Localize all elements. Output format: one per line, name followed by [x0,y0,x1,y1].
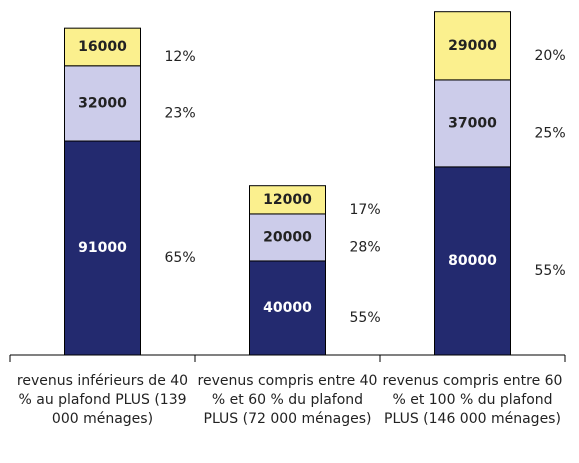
value-label: 37000 [448,115,497,131]
value-label: 20000 [263,229,312,245]
bar-segment [434,11,511,81]
value-label: 12000 [263,192,312,208]
bar-segment [434,166,511,356]
share-label: 55% [350,310,381,326]
x-tick-label: revenus inférieurs de 40 % au plafond PL… [16,373,189,427]
share-label: 17% [350,202,381,218]
value-label: 40000 [263,300,312,316]
bar-segment [64,140,141,356]
share-label: 65% [165,250,196,266]
value-label: 32000 [78,95,127,111]
share-label: 25% [535,125,566,141]
bar-segment [249,260,326,356]
bar-segment [64,65,141,142]
value-label: 80000 [448,253,497,269]
share-label: 55% [535,263,566,279]
bar-segment [249,185,326,215]
share-label: 28% [350,239,381,255]
value-label: 16000 [78,39,127,55]
x-tick-label: revenus compris entre 60 % et 100 % du p… [382,373,563,427]
bar-segment [434,79,511,168]
value-label: 29000 [448,38,497,54]
share-label: 20% [535,48,566,64]
bar-segment [64,27,141,67]
share-label: 23% [165,105,196,121]
share-label: 12% [165,49,196,65]
bar-segment [249,213,326,262]
x-tick-label: revenus compris entre 40 % et 60 % du pl… [197,373,378,427]
value-label: 91000 [78,240,127,256]
